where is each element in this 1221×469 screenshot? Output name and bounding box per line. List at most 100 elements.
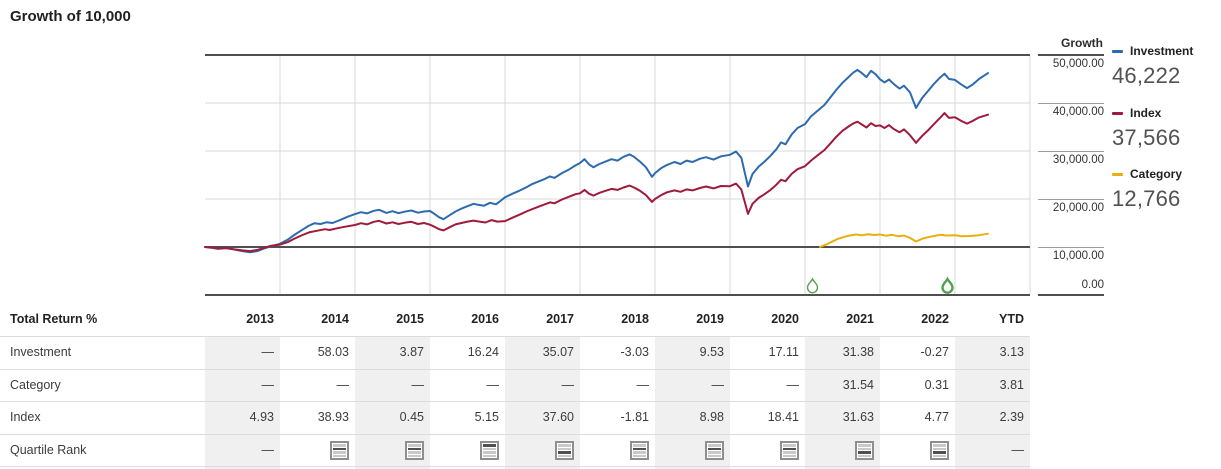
quartile-rank-icon-q2 [330, 441, 349, 461]
legend-label: Investment [1130, 44, 1194, 58]
y-axis-tick-mark [1038, 199, 1104, 200]
table-cell-investment-2019: 9.53 [699, 345, 724, 359]
table-cell-investment-2020: 17.11 [768, 345, 799, 359]
table-cell-category-2016: — [486, 378, 500, 392]
table-cell-category-2014: — [336, 378, 350, 392]
event-marker-icon[interactable] [941, 276, 954, 294]
table-cell-category-2021: 31.54 [842, 378, 874, 392]
table-cell-category-2020: — [786, 378, 800, 392]
row-label-index: Index [10, 410, 41, 424]
table-cell-investment-2015: 3.87 [399, 345, 424, 359]
table-row-divider [0, 401, 1030, 402]
legend-item-category[interactable]: Category 12,766 [1112, 167, 1182, 212]
index-line [204, 112, 989, 253]
row-label-quartile-rank: Quartile Rank [10, 443, 87, 457]
table-cell-category-ytd: 3.81 [999, 378, 1024, 392]
y-axis-tick-label: 20,000.00 [1052, 202, 1104, 214]
table-row-divider [0, 336, 1030, 337]
table-cell-quartile-rank-2015 [355, 434, 430, 467]
y-axis-tick-mark [1038, 103, 1104, 104]
table-header-year: 2017 [546, 312, 574, 326]
table-cell-index-2022: 4.77 [924, 410, 949, 424]
y-axis-tick-label: 30,000.00 [1052, 154, 1104, 166]
quartile-rank-icon-q2 [780, 441, 799, 461]
quartile-rank-icon-q3 [555, 441, 574, 461]
page-title: Growth of 10,000 [10, 8, 131, 25]
table-header-year: 2020 [771, 312, 799, 326]
table-header-row: Total Return % 2013 2014 2015 2016 2017 2018 20… [0, 303, 1030, 336]
table-cell-category-2013: — [261, 378, 275, 392]
legend-value-index: 37,566 [1112, 125, 1181, 150]
table-row-index: Index 4.93 38.93 0.45 5.15 37.60 -1.81 8.98 18.4… [0, 401, 1030, 434]
event-marker-icon[interactable] [806, 277, 819, 294]
table-header-title: Total Return % [10, 312, 98, 326]
table-cell-index-2018: -1.81 [620, 410, 650, 424]
table-cell-index-2014: 38.93 [317, 410, 349, 424]
y-axis-tick-label: 10,000.00 [1052, 250, 1104, 262]
quartile-rank-icon-q1 [480, 441, 499, 461]
legend-value-category: 12,766 [1112, 186, 1181, 211]
y-axis-tick-mark [1038, 151, 1104, 152]
table-header-year: 2022 [921, 312, 949, 326]
table-cell-quartile-rank-2017 [505, 434, 580, 467]
legend-value-investment: 46,222 [1112, 63, 1181, 88]
shaded-column [205, 336, 280, 469]
table-header-year: 2021 [846, 312, 874, 326]
table-cell-investment-2016: 16.24 [467, 345, 499, 359]
table-row-divider [0, 434, 1030, 435]
y-axis-tick-mark [1038, 54, 1104, 56]
legend-label: Index [1130, 106, 1162, 120]
table-cell-category-2017: — [561, 378, 575, 392]
table-cell-index-2021: 31.63 [842, 410, 874, 424]
table-row-quartile-rank: Quartile Rank — — [0, 434, 1030, 467]
quartile-rank-icon-q2 [405, 441, 424, 461]
table-cell-investment-2022: -0.27 [920, 345, 950, 359]
investment-line [204, 68, 989, 254]
row-label-category: Category [10, 378, 61, 392]
table-row-category: Category — — — — — — — — 31.54 0.31 3.81 [0, 369, 1030, 402]
quartile-rank-icon-q3 [930, 441, 949, 461]
table-header-year: 2015 [396, 312, 424, 326]
y-axis-tick-mark [1038, 247, 1104, 248]
table-cell-investment-ytd: 3.13 [999, 345, 1024, 359]
table-cell-investment-2017: 35.07 [542, 345, 574, 359]
y-axis-tick-label: 40,000.00 [1052, 106, 1104, 118]
investment-line-swatch-icon [1112, 49, 1123, 53]
table-row-divider [0, 369, 1030, 370]
table-cell-investment-2013: — [261, 345, 275, 359]
row-label-investment: Investment [10, 345, 72, 359]
table-cell-index-2020: 18.41 [767, 410, 799, 424]
table-header-year: YTD [999, 312, 1024, 326]
legend-item-index[interactable]: Index 37,566 [1112, 106, 1181, 151]
table-cell-category-2022: 0.31 [924, 378, 949, 392]
table-cell-investment-2021: 31.38 [842, 345, 874, 359]
table-cell-index-2015: 0.45 [399, 410, 424, 424]
table-header-year: 2019 [696, 312, 724, 326]
table-row-divider [0, 466, 1030, 467]
table-cell-quartile-rank-2018 [580, 434, 655, 467]
table-header-year: 2013 [246, 312, 274, 326]
table-cell-index-2019: 8.98 [699, 410, 724, 424]
y-axis-title: Growth [1061, 36, 1103, 50]
table-header-year: 2014 [321, 312, 349, 326]
quartile-rank-icon-q2 [630, 441, 649, 461]
table-cell-investment-2018: -3.03 [620, 345, 650, 359]
table-cell-category-2018: — [636, 378, 650, 392]
growth-chart-plot-area[interactable] [0, 0, 1040, 300]
y-axis-tick-mark [1038, 294, 1104, 296]
table-cell-quartile-rank-2022 [880, 434, 955, 467]
shaded-column [955, 336, 1030, 469]
category-line-swatch-icon [1112, 172, 1123, 176]
table-cell-quartile-rank-ytd: — [1011, 443, 1025, 457]
index-line-swatch-icon [1112, 111, 1123, 115]
table-cell-index-2017: 37.60 [542, 410, 574, 424]
category-line [819, 232, 989, 248]
legend-item-investment[interactable]: Investment 46,222 [1112, 44, 1193, 89]
legend-label: Category [1130, 167, 1183, 181]
y-axis-tick-label: 50,000.00 [1052, 58, 1104, 70]
table-cell-index-ytd: 2.39 [999, 410, 1024, 424]
table-cell-quartile-rank-2016 [430, 434, 505, 467]
table-cell-quartile-rank-2021 [805, 434, 880, 467]
table-cell-category-2019: — [711, 378, 725, 392]
table-cell-category-2015: — [411, 378, 425, 392]
